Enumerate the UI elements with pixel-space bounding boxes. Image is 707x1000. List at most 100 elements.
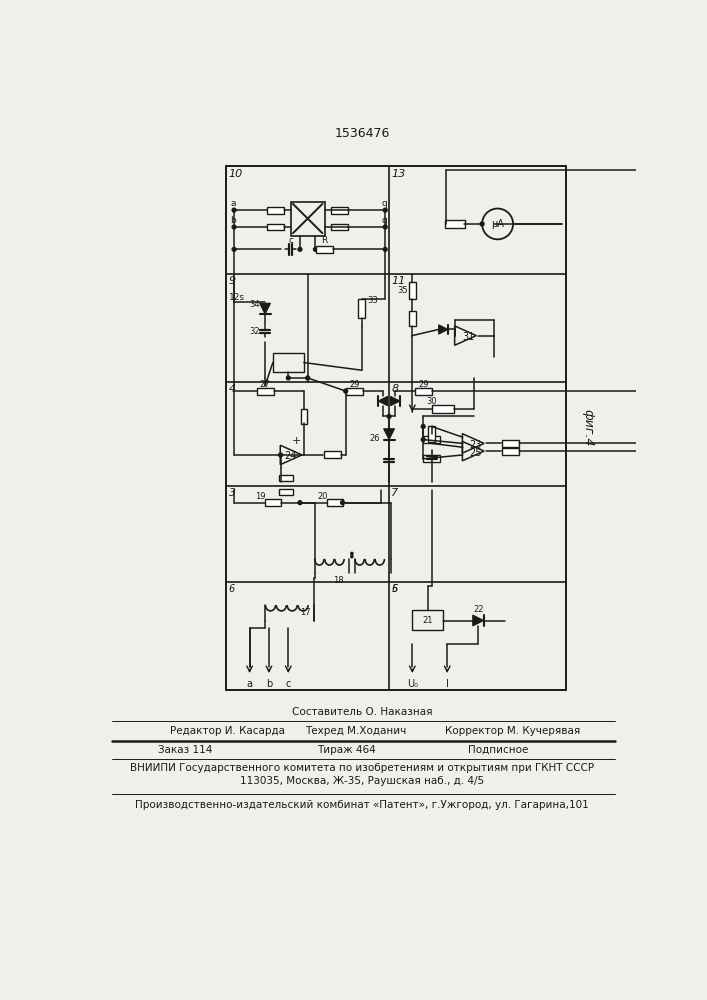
Bar [273,353,304,372]
Bar [428,426,436,442]
Text: 29: 29 [419,380,429,389]
Text: 23: 23 [469,440,482,450]
Bar [423,455,440,462]
Text: 1536476: 1536476 [334,127,390,140]
Text: 3: 3 [228,488,235,498]
Circle shape [383,208,387,212]
Text: Заказ 114: Заказ 114 [158,745,213,755]
Text: 31: 31 [462,332,474,342]
Text: 10: 10 [228,169,243,179]
Bar [324,451,341,458]
Polygon shape [384,429,395,440]
Text: Подписное: Подписное [468,745,529,755]
Text: 26: 26 [370,434,380,443]
Bar [226,166,566,690]
Text: фиг.4: фиг.4 [581,409,594,447]
Bar [279,489,293,495]
Bar [409,311,416,326]
Polygon shape [378,396,387,406]
Bar [502,440,519,447]
Bar [279,475,293,481]
Text: q: q [382,216,387,225]
Text: b: b [266,679,272,689]
Text: 25: 25 [469,448,482,458]
Text: 21: 21 [423,616,433,625]
Bar [316,246,333,253]
Circle shape [313,247,317,251]
Circle shape [421,438,425,441]
Text: 17: 17 [300,608,310,617]
Text: 18: 18 [334,576,344,585]
Bar [257,388,274,395]
Text: µA: µA [491,219,504,229]
Text: q: q [382,199,387,208]
Bar [331,224,348,230]
Text: Техред М.Ходанич: Техред М.Ходанич [305,726,407,736]
Text: Редактор И. Касарда: Редактор И. Касарда [170,726,285,736]
Text: a: a [230,199,236,208]
Text: Производственно-издательский комбинат «Патент», г.Ужгород, ул. Гагарина,101: Производственно-издательский комбинат «П… [135,800,589,810]
Circle shape [305,376,310,380]
Text: c: c [288,236,293,245]
Text: Корректор М. Кучерявая: Корректор М. Кучерявая [445,726,580,736]
Bar [291,202,325,235]
Text: U₀: U₀ [407,679,418,689]
Text: b: b [230,216,236,225]
Text: 35: 35 [398,286,409,295]
Text: 113035, Москва, Ж-35, Раушская наб., д. 4/5: 113035, Москва, Ж-35, Раушская наб., д. … [240,776,484,786]
Circle shape [383,225,387,229]
Text: 22: 22 [473,605,484,614]
Text: 29: 29 [349,380,359,389]
Bar [327,499,343,506]
Text: a: a [247,679,252,689]
Text: 24: 24 [284,451,297,461]
Text: 30: 30 [426,397,437,406]
Text: 6: 6 [392,584,397,594]
Bar [445,220,464,228]
Bar [416,388,433,395]
Circle shape [232,208,236,212]
Bar [267,224,284,230]
Text: 20: 20 [317,492,327,501]
Text: 4: 4 [228,384,235,394]
Text: 11: 11 [392,276,406,286]
Text: c: c [286,679,291,689]
Bar [358,299,366,318]
Text: Тираж 464: Тираж 464 [317,745,375,755]
Circle shape [387,415,391,418]
Text: I: I [445,679,449,689]
Text: ВНИИПИ Государственного комитета по изобретениям и открытиям при ГКНТ СССР: ВНИИПИ Государственного комитета по изоб… [130,763,594,773]
Circle shape [480,222,484,226]
Circle shape [286,376,291,380]
Polygon shape [259,303,271,314]
Circle shape [341,501,344,505]
Bar [265,499,281,506]
Polygon shape [391,396,400,406]
Circle shape [279,453,283,457]
Text: 12s: 12s [228,293,245,302]
Bar [502,448,519,455]
Text: 6: 6 [228,584,235,594]
Circle shape [351,555,353,558]
Circle shape [298,501,302,505]
Text: 8: 8 [392,384,399,394]
Bar [409,282,416,299]
Bar [412,610,443,630]
Text: 27: 27 [259,380,270,389]
Text: 33: 33 [368,296,378,305]
Text: Составитель О. Наказная: Составитель О. Наказная [292,707,432,717]
Text: 34: 34 [249,300,259,309]
Bar [346,388,363,395]
Polygon shape [473,615,484,626]
Bar [331,207,348,214]
Text: 13: 13 [392,169,406,179]
Text: 19: 19 [255,492,266,501]
Polygon shape [438,325,448,334]
Bar [433,405,454,413]
Text: 32: 32 [249,327,259,336]
Circle shape [344,389,348,393]
Text: 7: 7 [392,488,399,498]
Bar [423,436,440,443]
Circle shape [351,552,353,555]
Circle shape [232,225,236,229]
